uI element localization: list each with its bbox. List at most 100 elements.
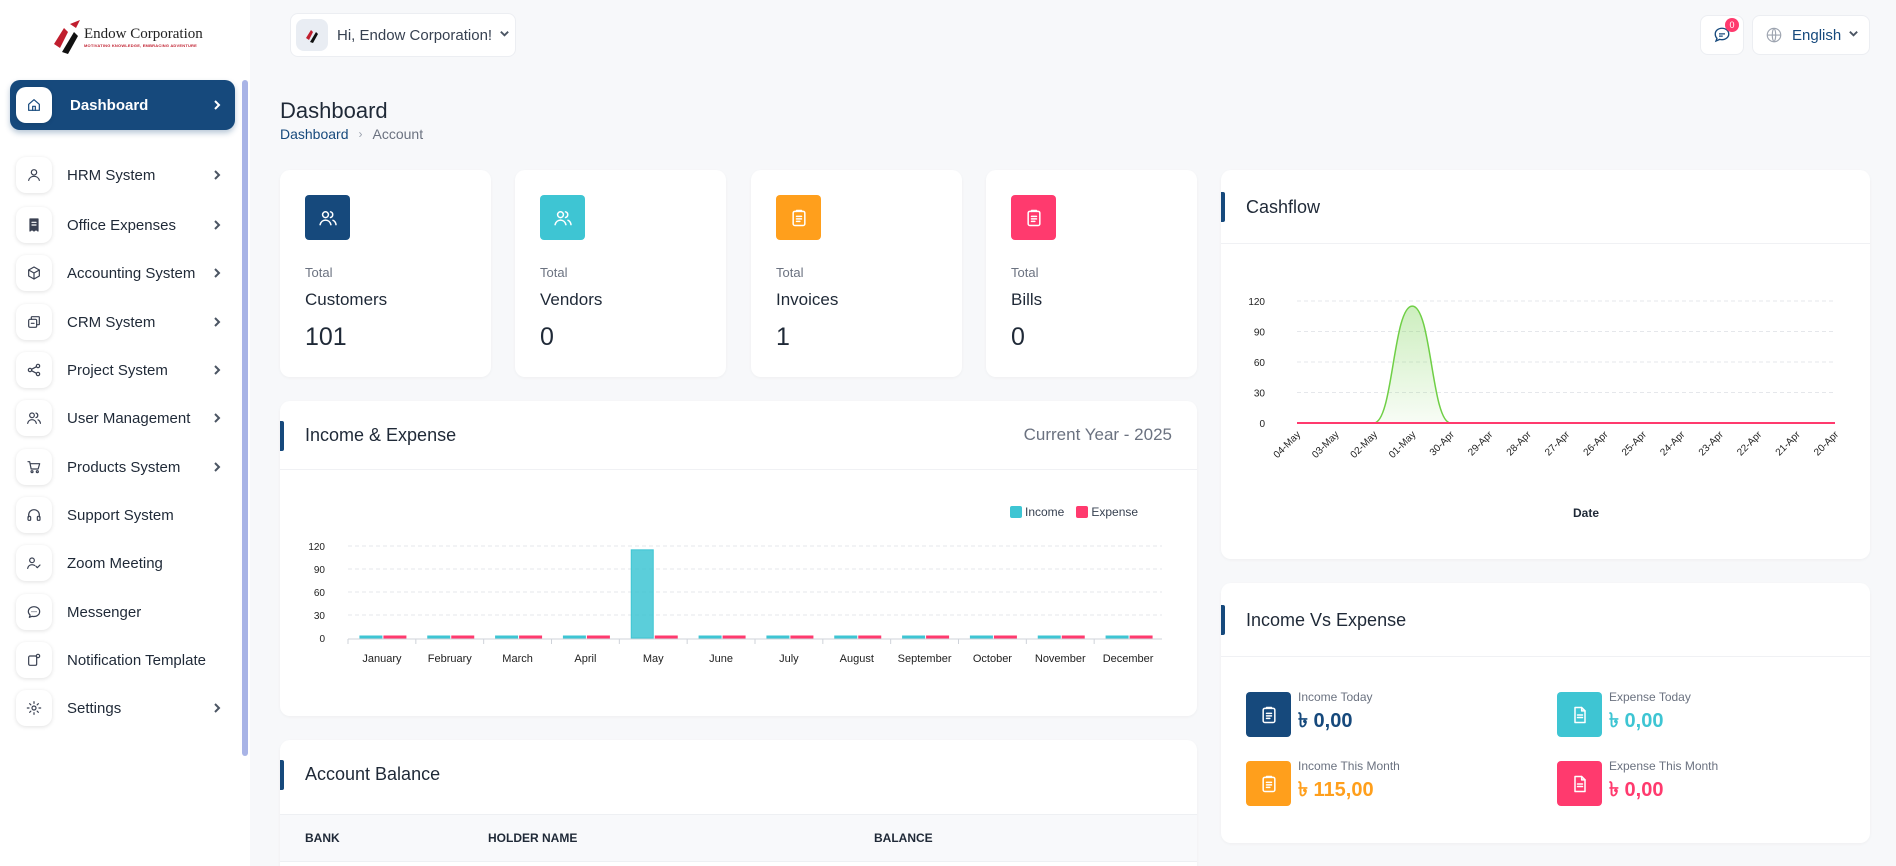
breadcrumb-dashboard-link[interactable]: Dashboard xyxy=(280,126,349,142)
bar-expense-may[interactable] xyxy=(654,635,678,639)
card-header: Income Vs Expense xyxy=(1221,583,1870,657)
sidebar-item-label: CRM System xyxy=(67,313,156,331)
company-logo[interactable]: Endow Corporation MOTIVATING KNOWLEDGE, … xyxy=(50,18,203,58)
bar-expense-march[interactable] xyxy=(519,635,543,639)
logo-mark-icon xyxy=(54,20,80,54)
stat-card-vendors[interactable]: Total Vendors 0 xyxy=(515,170,726,377)
avatar-logo-icon xyxy=(306,30,318,43)
bar-income-august[interactable] xyxy=(834,635,858,639)
users-icon xyxy=(305,195,350,240)
user-check-icon xyxy=(16,545,52,581)
share-icon xyxy=(16,352,52,388)
chevron-right-icon xyxy=(210,168,224,182)
stat-name: Invoices xyxy=(776,290,839,309)
bar-income-july[interactable] xyxy=(766,635,790,639)
table-header: BANK HOLDER NAME BALANCE xyxy=(280,814,1197,862)
summary-value: ৳ 0,00 xyxy=(1298,710,1353,732)
column-balance[interactable]: BALANCE xyxy=(874,831,933,845)
page-title: Dashboard xyxy=(280,98,388,123)
sidebar-item-crm-system[interactable]: CRM System xyxy=(10,297,235,347)
bar-income-may[interactable] xyxy=(630,549,654,639)
x-tick-label: May xyxy=(643,653,664,665)
sidebar-item-settings[interactable]: Settings xyxy=(10,683,235,733)
bar-income-december[interactable] xyxy=(1105,635,1129,639)
sidebar-scrollbar[interactable] xyxy=(242,80,248,756)
bar-income-march[interactable] xyxy=(495,635,519,639)
account-balance-card: Account Balance BANK HOLDER NAME BALANCE xyxy=(280,740,1197,866)
x-tick-label: June xyxy=(709,653,733,665)
file-icon xyxy=(1557,761,1602,806)
sidebar-item-project-system[interactable]: Project System xyxy=(10,345,235,395)
avatar xyxy=(296,19,328,51)
bar-income-january[interactable] xyxy=(359,635,383,639)
sidebar-item-office-expenses[interactable]: Office Expenses xyxy=(10,200,235,250)
x-tick-label: 26-Apr xyxy=(1582,429,1611,458)
x-tick-label: March xyxy=(502,653,533,665)
messages-button[interactable]: 0 xyxy=(1700,15,1744,55)
sidebar-item-messenger[interactable]: Messenger xyxy=(10,587,235,637)
column-holder-name[interactable]: HOLDER NAME xyxy=(488,831,578,845)
chevron-right-icon xyxy=(210,460,224,474)
legend-income[interactable]: Income xyxy=(1025,505,1065,519)
sidebar-item-notification-template[interactable]: Notification Template xyxy=(10,635,235,685)
cashflow-line-income[interactable] xyxy=(1297,305,1835,424)
chevron-right-icon: › xyxy=(358,127,363,141)
sidebar-item-user-management[interactable]: User Management xyxy=(10,393,235,443)
user-icon xyxy=(16,157,52,193)
sidebar-item-zoom-meeting[interactable]: Zoom Meeting xyxy=(10,538,235,588)
logo-name: Endow Corporation xyxy=(84,26,203,42)
bar-expense-september[interactable] xyxy=(926,635,950,639)
bar-income-february[interactable] xyxy=(427,635,451,639)
bar-expense-october[interactable] xyxy=(993,635,1017,639)
bar-income-november[interactable] xyxy=(1037,635,1061,639)
chevron-right-icon xyxy=(210,315,224,329)
sidebar-item-products-system[interactable]: Products System xyxy=(10,442,235,492)
summary-income-today: Income Today ৳ 0,00 xyxy=(1246,690,1373,739)
y-tick-label: 0 xyxy=(1259,419,1265,430)
bar-expense-february[interactable] xyxy=(451,635,475,639)
sidebar-item-label: Products System xyxy=(67,458,181,476)
card-header: Cashflow xyxy=(1221,170,1870,244)
bar-expense-july[interactable] xyxy=(790,635,814,639)
sidebar-item-label: Office Expenses xyxy=(67,216,176,234)
bar-expense-december[interactable] xyxy=(1129,635,1153,639)
bar-income-october[interactable] xyxy=(969,635,993,639)
summary-value: ৳ 0,00 xyxy=(1609,779,1664,801)
x-tick-label: February xyxy=(428,653,473,665)
sidebar-item-accounting-system[interactable]: Accounting System xyxy=(10,248,235,298)
bar-expense-april[interactable] xyxy=(586,635,610,639)
bar-expense-january[interactable] xyxy=(383,635,407,639)
stat-card-bills[interactable]: Total Bills 0 xyxy=(986,170,1197,377)
stat-value: 0 xyxy=(1011,323,1025,351)
y-tick-label: 30 xyxy=(314,611,326,622)
language-label: English xyxy=(1792,26,1842,44)
chevron-right-icon xyxy=(210,363,224,377)
user-greeting: Hi, Endow Corporation! xyxy=(337,26,493,44)
x-tick-label: October xyxy=(973,653,1012,665)
summary-label: Expense Today xyxy=(1609,690,1691,704)
column-bank[interactable]: BANK xyxy=(305,831,340,845)
x-axis-label: Date xyxy=(1573,506,1599,520)
user-menu-button[interactable]: Hi, Endow Corporation! xyxy=(290,13,516,57)
legend-expense[interactable]: Expense xyxy=(1091,505,1139,519)
bar-expense-june[interactable] xyxy=(722,635,746,639)
accent-bar xyxy=(280,760,284,790)
sidebar-item-support-system[interactable]: Support System xyxy=(10,490,235,540)
bar-income-september[interactable] xyxy=(902,635,926,639)
bar-income-june[interactable] xyxy=(698,635,722,639)
clipboard-icon xyxy=(1246,692,1291,737)
sidebar-item-label: User Management xyxy=(67,409,191,427)
y-tick-label: 90 xyxy=(314,565,326,576)
bar-income-april[interactable] xyxy=(562,635,586,639)
stat-caption: Total xyxy=(776,265,804,280)
stat-caption: Total xyxy=(1011,265,1039,280)
bar-expense-november[interactable] xyxy=(1061,635,1085,639)
sidebar-item-hrm-system[interactable]: HRM System xyxy=(10,150,235,200)
x-tick-label: 20-Apr xyxy=(1812,429,1841,458)
sidebar-item-dashboard[interactable]: Dashboard xyxy=(10,80,235,130)
language-selector[interactable]: English xyxy=(1752,15,1870,55)
stat-card-invoices[interactable]: Total Invoices 1 xyxy=(751,170,962,377)
stat-card-customers[interactable]: Total Customers 101 xyxy=(280,170,491,377)
income-expense-chart: 0 30 60 90 120 January February March April May Ju… xyxy=(308,542,1162,665)
bar-expense-august[interactable] xyxy=(858,635,882,639)
